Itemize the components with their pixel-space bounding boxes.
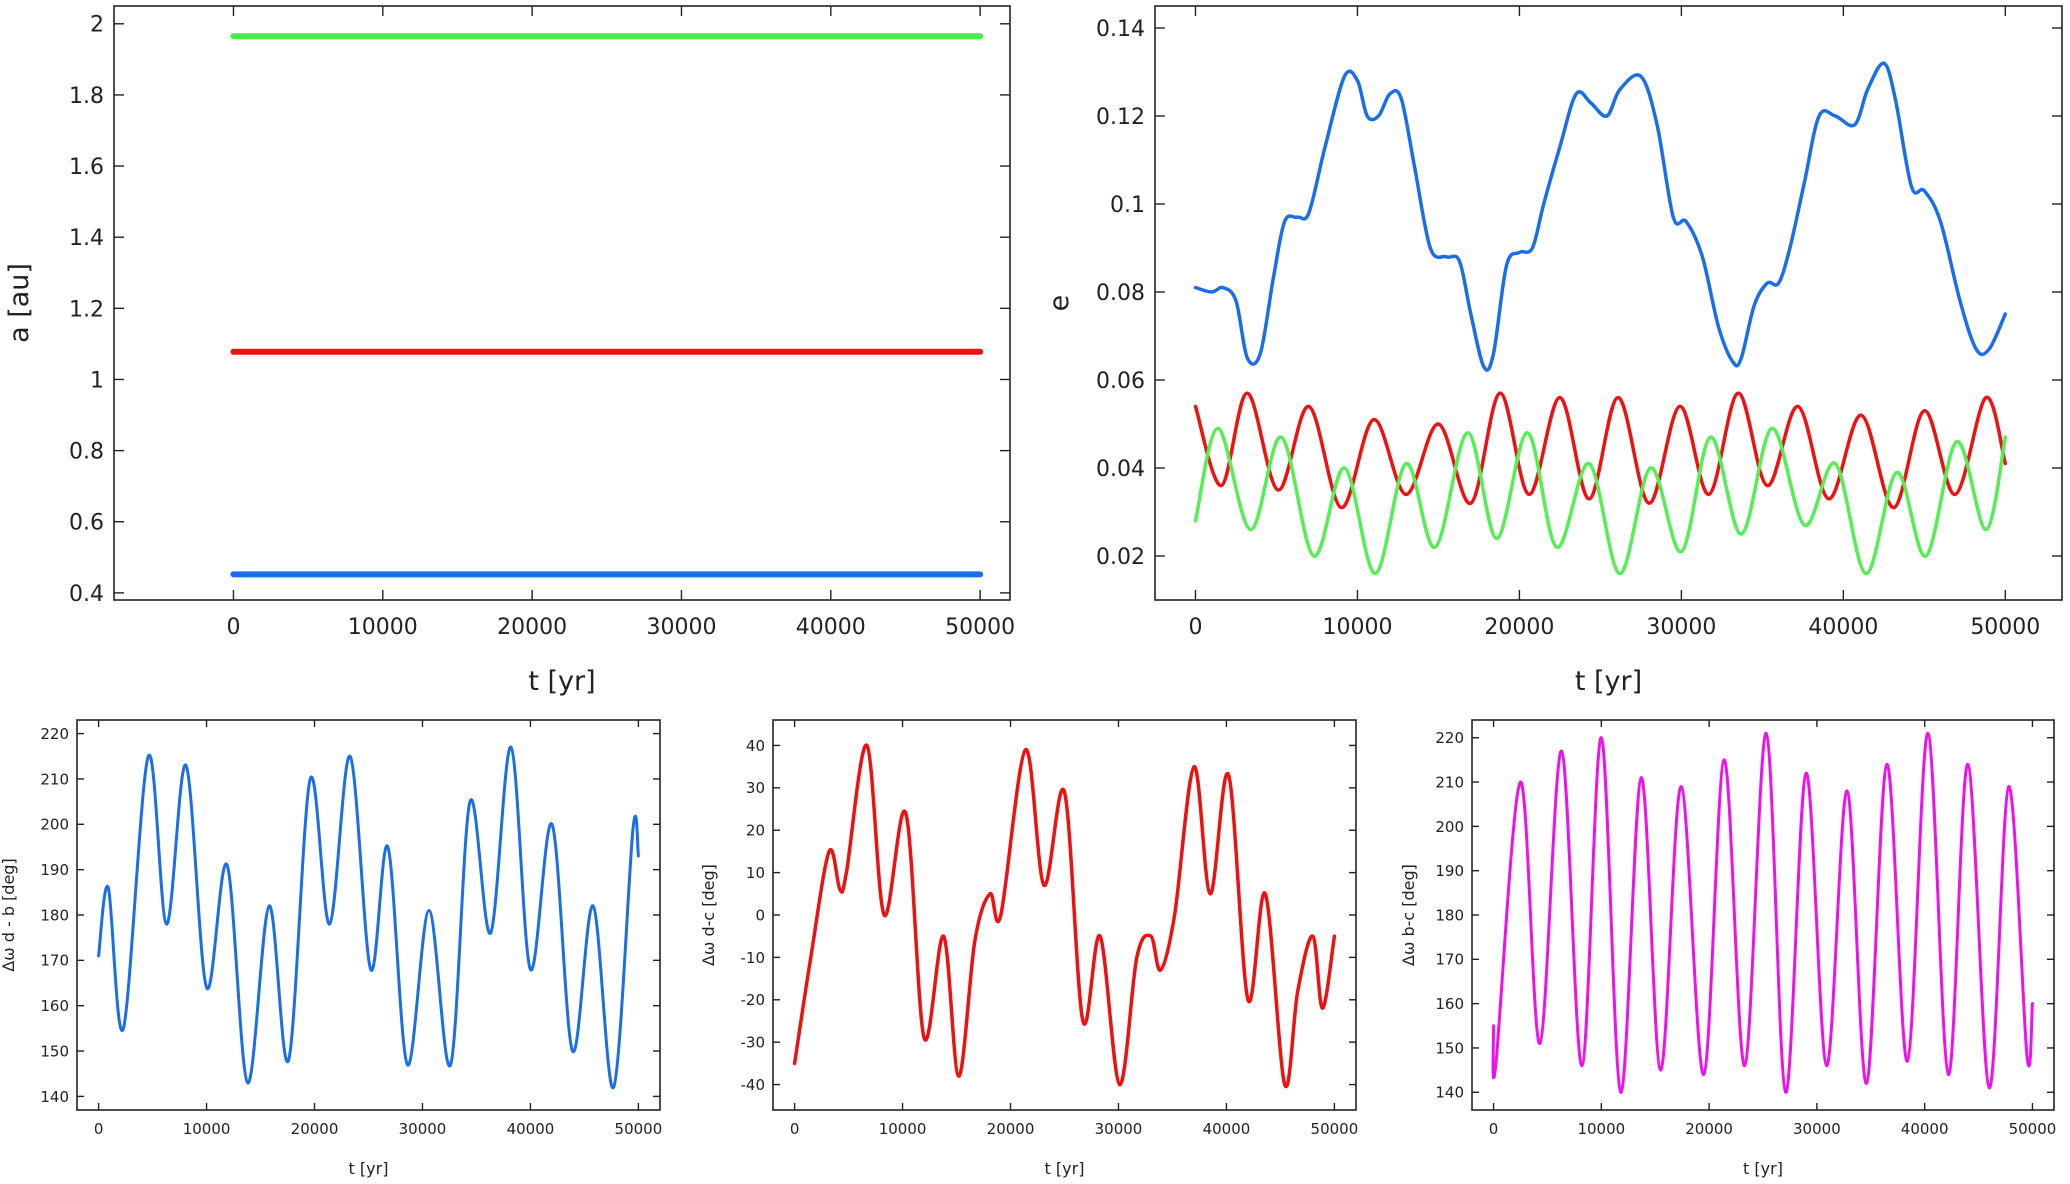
- y-tick-label: 10: [746, 864, 765, 882]
- x-axis-label: t [yr]: [1575, 666, 1642, 697]
- y-tick-label: 200: [40, 816, 69, 834]
- y-tick-label: 160: [1435, 995, 1464, 1013]
- y-tick-label: 20: [746, 822, 765, 840]
- x-tick-label: 40000: [1203, 1120, 1251, 1138]
- x-tick-label: 0: [790, 1120, 800, 1138]
- x-tick-label: 20000: [1685, 1120, 1733, 1138]
- series-line-1: [1193, 61, 2008, 372]
- x-axis-label: t [yr]: [1743, 1159, 1783, 1178]
- x-tick-label: 50000: [945, 615, 1015, 640]
- y-tick-label: 210: [1435, 773, 1464, 791]
- x-tick-label: 30000: [399, 1120, 447, 1138]
- series-line-1: [1491, 731, 2034, 1094]
- y-tick-label: 160: [40, 997, 69, 1015]
- y-tick-label: 200: [1435, 818, 1464, 836]
- y-tick-label: 1: [90, 368, 104, 393]
- y-tick-label: 140: [1435, 1084, 1464, 1102]
- x-tick-label: 40000: [796, 615, 866, 640]
- y-tick-label: 220: [1435, 729, 1464, 747]
- x-tick-label: 30000: [1095, 1120, 1143, 1138]
- y-tick-label: 2: [90, 13, 104, 38]
- y-axis-label: Δω d - b [deg]: [0, 858, 18, 971]
- x-tick-label: 30000: [1793, 1120, 1841, 1138]
- y-tick-label: -30: [741, 1034, 766, 1052]
- y-tick-label: 0.02: [1096, 545, 1145, 570]
- x-axis-label: t [yr]: [349, 1159, 389, 1178]
- x-tick-label: 0: [1188, 615, 1202, 640]
- series-line-3: [1193, 426, 2008, 576]
- y-axis-label: a [au]: [4, 263, 35, 343]
- y-tick-label: 140: [40, 1088, 69, 1106]
- y-tick-label: 1.8: [69, 84, 104, 109]
- x-tick-label: 40000: [1808, 615, 1878, 640]
- plot-frame: [1154, 5, 2063, 601]
- y-tick-label: 220: [40, 725, 69, 743]
- x-tick-label: 20000: [1484, 615, 1554, 640]
- x-tick-label: 10000: [879, 1120, 927, 1138]
- y-tick-label: 0.12: [1096, 105, 1145, 130]
- x-tick-label: 20000: [987, 1120, 1035, 1138]
- y-tick-label: 180: [1435, 906, 1464, 924]
- y-tick-label: 0.14: [1096, 17, 1145, 42]
- y-axis-label: Δω d-c [deg]: [699, 864, 718, 966]
- y-tick-label: 40: [746, 737, 765, 755]
- y-tick-label: 1.4: [69, 226, 104, 251]
- y-tick-label: -20: [741, 991, 766, 1009]
- x-tick-label: 0: [94, 1120, 104, 1138]
- series-line-1: [792, 743, 1337, 1089]
- x-tick-label: 20000: [497, 615, 567, 640]
- y-tick-label: 210: [40, 770, 69, 788]
- x-tick-label: 50000: [615, 1120, 663, 1138]
- y-tick-label: 0.08: [1096, 281, 1145, 306]
- y-tick-label: 190: [1435, 862, 1464, 880]
- x-tick-label: 50000: [1311, 1120, 1359, 1138]
- chart-delta-omega-d-c: 0 10000 20000 30000 40000 50000 -40 -30 -20 -10 0 1…: [699, 719, 1359, 1178]
- x-tick-label: 30000: [646, 615, 716, 640]
- y-tick-label: 170: [1435, 951, 1464, 969]
- x-axis-label: t [yr]: [528, 666, 595, 697]
- chart-delta-omega-d-b: 0 10000 20000 30000 40000 50000 140 150 160 170 18…: [0, 719, 663, 1178]
- x-tick-label: 10000: [1577, 1120, 1625, 1138]
- y-tick-label: 190: [40, 861, 69, 879]
- x-tick-label: 40000: [1901, 1120, 1949, 1138]
- y-tick-label: -40: [741, 1076, 766, 1094]
- plot-frame: [113, 5, 1011, 601]
- y-tick-label: 1.2: [69, 297, 104, 322]
- x-tick-label: 50000: [2009, 1120, 2057, 1138]
- y-tick-label: 0.8: [69, 440, 104, 465]
- y-tick-label: 170: [40, 952, 69, 970]
- y-axis-label: e: [1044, 295, 1075, 312]
- y-tick-label: 1.6: [69, 155, 104, 180]
- x-tick-label: 10000: [183, 1120, 231, 1138]
- x-tick-label: 10000: [348, 615, 418, 640]
- chart-delta-omega-b-c: 0 10000 20000 30000 40000 50000 140 150 160 170 18…: [1399, 719, 2057, 1178]
- series-line-2: [1193, 391, 2008, 510]
- y-tick-label: 150: [40, 1042, 69, 1060]
- y-tick-label: 0.06: [1096, 369, 1145, 394]
- y-axis-label: Δω b-c [deg]: [1399, 864, 1418, 966]
- y-tick-label: 0.6: [69, 511, 104, 536]
- x-tick-label: 50000: [1970, 615, 2040, 640]
- chart-semi-major-axis: 0 10000 20000 30000 40000 50000 0.4 0.6 0.8 1 1.2 1…: [4, 5, 1015, 697]
- y-tick-label: -10: [741, 949, 766, 967]
- x-tick-label: 10000: [1322, 615, 1392, 640]
- y-tick-label: 30: [746, 779, 765, 797]
- series-line-1: [97, 745, 640, 1089]
- x-axis-label: t [yr]: [1045, 1159, 1085, 1178]
- x-tick-label: 0: [1489, 1120, 1499, 1138]
- x-tick-label: 30000: [1646, 615, 1716, 640]
- x-tick-label: 40000: [507, 1120, 555, 1138]
- y-tick-label: 0.1: [1110, 193, 1145, 218]
- y-tick-label: 0: [755, 906, 765, 924]
- y-tick-label: 0.4: [69, 582, 104, 607]
- y-tick-label: 180: [40, 906, 69, 924]
- y-tick-label: 0.04: [1096, 457, 1145, 482]
- y-tick-label: 150: [1435, 1039, 1464, 1057]
- x-tick-label: 0: [226, 615, 240, 640]
- plot-frame: [1471, 719, 2055, 1111]
- x-tick-label: 20000: [291, 1120, 339, 1138]
- chart-eccentricity: 0 10000 20000 30000 40000 50000 0.02 0.04 0.06 0.…: [1044, 5, 2063, 697]
